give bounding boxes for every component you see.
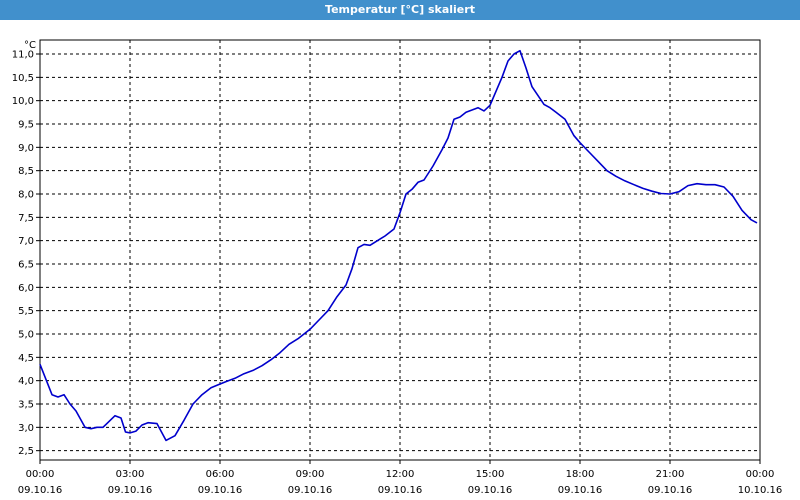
- y-tick-label: 6,5: [18, 260, 34, 271]
- x-tick-time-label: 15:00: [476, 469, 505, 480]
- x-tick-time-label: 06:00: [206, 469, 235, 480]
- y-tick-label: 5,5: [18, 306, 34, 317]
- y-tick-label: 6,0: [18, 283, 34, 294]
- x-tick-time-label: 03:00: [116, 469, 145, 480]
- y-tick-label: 7,0: [18, 236, 34, 247]
- x-tick-date-label: 09.10.16: [108, 485, 153, 496]
- y-tick-label: 9,5: [18, 120, 34, 131]
- y-tick-label: 10,0: [12, 96, 34, 107]
- y-tick-label: 8,5: [18, 166, 34, 177]
- y-tick-label: 11,0: [12, 50, 34, 61]
- x-tick-date-label: 09.10.16: [468, 485, 513, 496]
- x-tick-time-label: 09:00: [296, 469, 325, 480]
- x-tick-date-label: 09.10.16: [198, 485, 243, 496]
- x-tick-time-label: 12:00: [386, 469, 415, 480]
- x-tick-date-label: 10.10.16: [738, 485, 783, 496]
- x-tick-date-label: 09.10.16: [378, 485, 423, 496]
- y-tick-label: 8,0: [18, 190, 34, 201]
- y-axis-unit-label: °C: [24, 40, 36, 51]
- chart-title: Temperatur [°C] skaliert: [0, 0, 800, 20]
- y-tick-label: 2,5: [18, 446, 34, 457]
- y-tick-label: 9,0: [18, 143, 34, 154]
- x-tick-time-label: 00:00: [746, 469, 775, 480]
- y-tick-label: 5,0: [18, 330, 34, 341]
- x-tick-time-label: 21:00: [656, 469, 685, 480]
- y-tick-label: 3,5: [18, 400, 34, 411]
- x-tick-date-label: 09.10.16: [648, 485, 693, 496]
- temperature-line: [39, 49, 758, 442]
- x-tick-time-label: 00:00: [26, 469, 55, 480]
- chart-grid: [40, 40, 760, 460]
- x-tick-date-label: 09.10.16: [288, 485, 333, 496]
- x-axis: 00:00 09.10.16 03:00 09.10.16 06:00 09.10.16 0…: [18, 460, 783, 496]
- y-tick-label: 10,5: [12, 73, 34, 84]
- x-tick-date-label: 09.10.16: [558, 485, 603, 496]
- x-tick-time-label: 18:00: [566, 469, 595, 480]
- y-tick-label: 4,5: [18, 353, 34, 364]
- y-axis: 2,5 3,0 3,5 4,0 4,5 5,0 5,5 6,0 6,5 7,0 7,5 8,0 8,5 9…: [12, 50, 40, 457]
- y-tick-label: 3,0: [18, 423, 34, 434]
- y-tick-label: 4,0: [18, 376, 34, 387]
- x-tick-date-label: 09.10.16: [18, 485, 63, 496]
- y-tick-label: 7,5: [18, 213, 34, 224]
- temperature-chart: °C 2,5 3,0 3,5 4,0 4,5 5,0 5,5 6,0 6,5 7,0 7,5 8,0 8…: [12, 39, 783, 496]
